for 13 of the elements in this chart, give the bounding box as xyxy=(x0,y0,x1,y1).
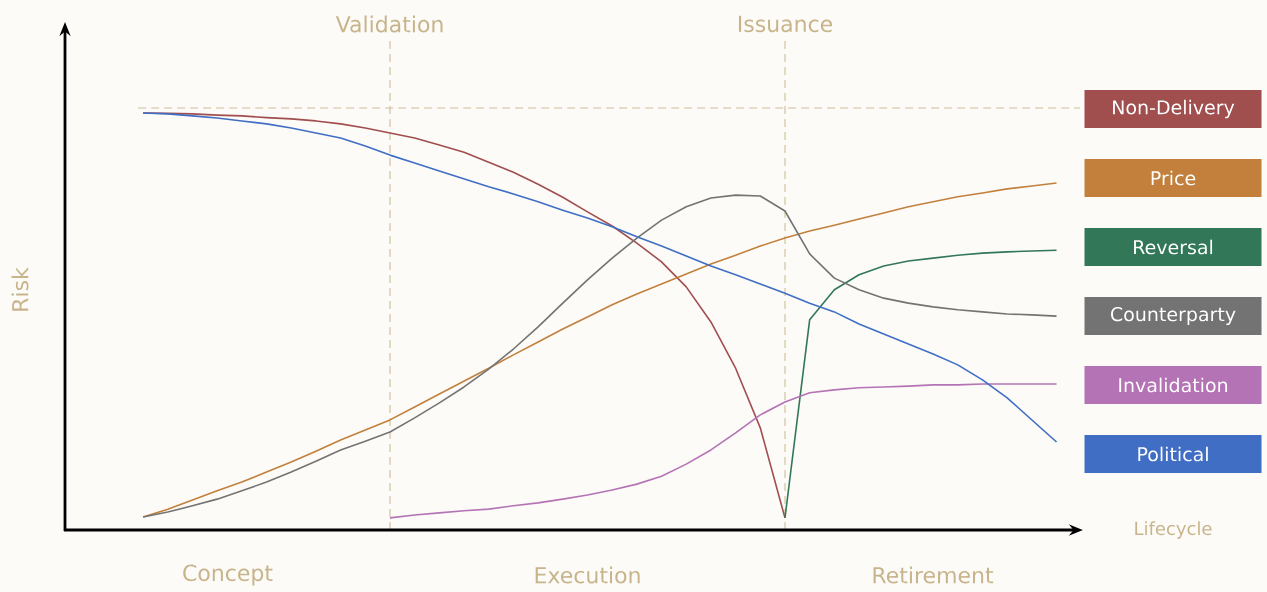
text: Invalidation xyxy=(1119,377,1228,393)
text: Counterparty xyxy=(1111,306,1236,326)
text: Retirement xyxy=(873,566,994,584)
x-axis-title: Lifecycle xyxy=(1135,521,1212,539)
text: Execution xyxy=(535,566,640,584)
text: Reversal xyxy=(1134,239,1213,255)
text: Non-Delivery xyxy=(1113,99,1235,119)
y-axis-title: Risk xyxy=(11,267,29,311)
text: Validation xyxy=(335,15,443,33)
text: Price xyxy=(1151,170,1196,186)
text: Political xyxy=(1138,446,1208,462)
text: Concept xyxy=(183,564,273,586)
text: Issuance xyxy=(738,15,833,33)
